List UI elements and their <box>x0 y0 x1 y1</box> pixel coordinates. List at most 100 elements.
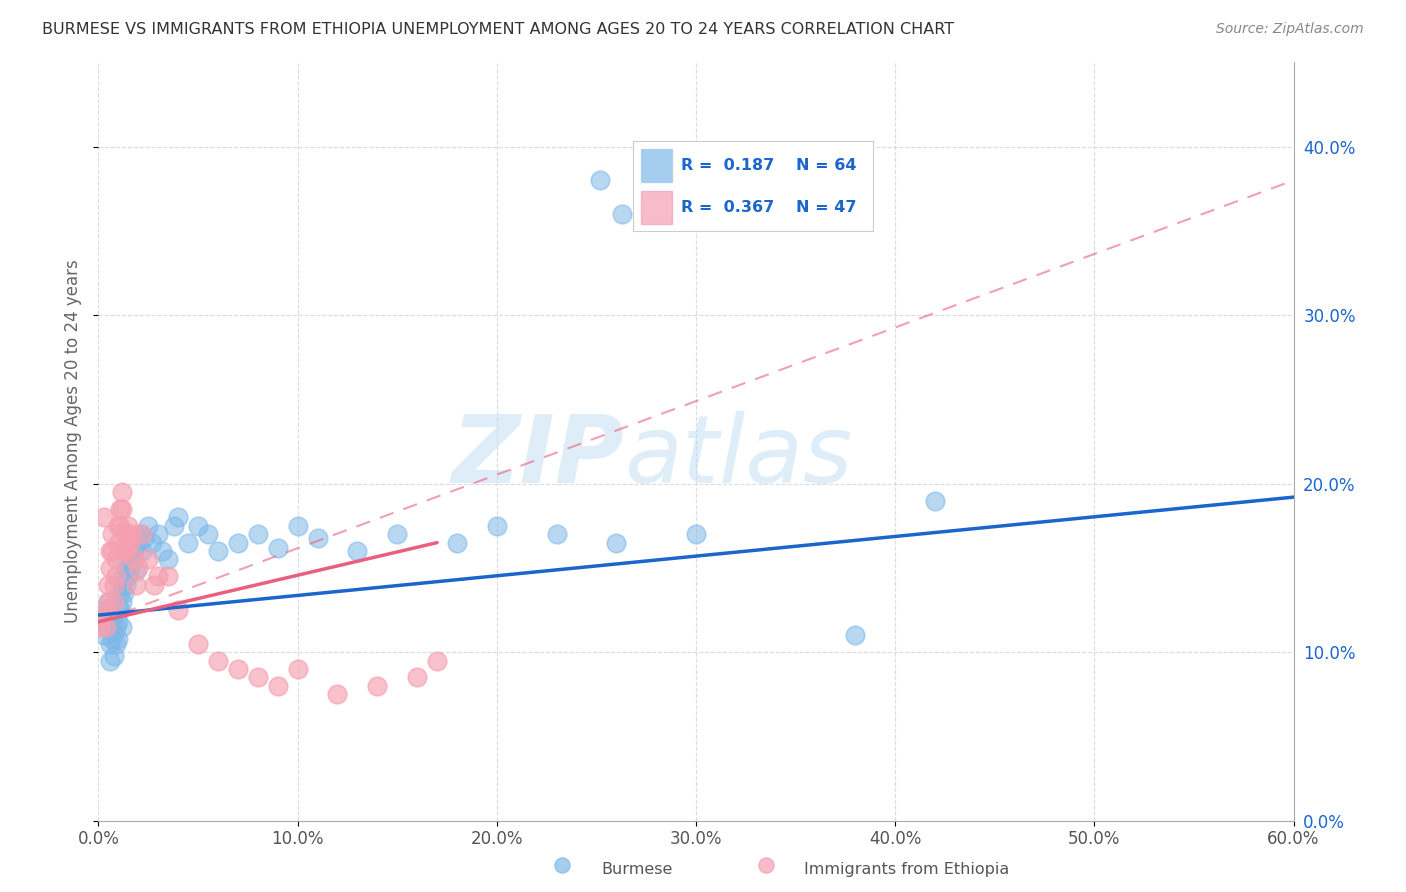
Point <box>127 561 149 575</box>
Point <box>150 544 173 558</box>
Point <box>131 544 153 558</box>
Point <box>107 615 129 629</box>
Point <box>110 603 132 617</box>
Point <box>844 628 866 642</box>
Text: R =  0.367: R = 0.367 <box>682 200 775 215</box>
Point <box>112 569 135 583</box>
Point <box>121 552 143 566</box>
Point <box>101 544 124 558</box>
Point <box>103 624 125 639</box>
Point <box>107 632 129 646</box>
Point <box>121 527 143 541</box>
Point <box>93 510 115 524</box>
Point <box>226 662 249 676</box>
Point <box>207 654 229 668</box>
Point <box>89 620 111 634</box>
Point <box>101 527 124 541</box>
Point <box>101 632 124 646</box>
Point <box>148 527 170 541</box>
Point <box>97 578 120 592</box>
Point <box>148 569 170 583</box>
Point <box>105 637 128 651</box>
Point <box>136 552 159 566</box>
Point <box>101 615 124 629</box>
Point <box>589 173 612 187</box>
Point <box>115 561 138 575</box>
Point <box>124 544 146 558</box>
Point <box>117 569 139 583</box>
Point <box>103 648 125 663</box>
FancyBboxPatch shape <box>641 150 672 182</box>
Point <box>131 527 153 541</box>
Y-axis label: Unemployment Among Ages 20 to 24 years: Unemployment Among Ages 20 to 24 years <box>65 260 83 624</box>
Point <box>167 603 190 617</box>
Point <box>124 552 146 566</box>
Point <box>105 552 128 566</box>
Point <box>115 578 138 592</box>
Point <box>105 569 128 583</box>
Text: N = 64: N = 64 <box>796 158 856 173</box>
Point <box>167 510 190 524</box>
Point <box>287 518 309 533</box>
Point <box>446 535 468 549</box>
Point <box>307 531 329 545</box>
Point <box>111 502 134 516</box>
Point <box>111 578 134 592</box>
Point <box>157 552 180 566</box>
Point <box>112 544 135 558</box>
Point <box>91 611 114 625</box>
Point <box>110 518 132 533</box>
Text: R =  0.187: R = 0.187 <box>682 158 775 173</box>
Point <box>105 620 128 634</box>
Point <box>127 535 149 549</box>
Point <box>107 518 129 533</box>
Point <box>110 502 132 516</box>
Point <box>267 679 290 693</box>
Point <box>406 670 429 684</box>
Point <box>685 527 707 541</box>
Point <box>107 535 129 549</box>
Point <box>111 620 134 634</box>
Point <box>93 628 115 642</box>
Point <box>115 527 138 541</box>
Point <box>157 569 180 583</box>
Point <box>187 637 209 651</box>
Point <box>98 637 122 651</box>
Text: Burmese: Burmese <box>602 863 673 877</box>
Point <box>103 594 125 608</box>
Point <box>98 544 122 558</box>
Point <box>143 578 166 592</box>
Point <box>125 578 148 592</box>
Point <box>117 535 139 549</box>
Text: ZIP: ZIP <box>451 410 624 503</box>
Text: Immigrants from Ethiopia: Immigrants from Ethiopia <box>804 863 1010 877</box>
Point <box>485 518 508 533</box>
Point <box>96 603 118 617</box>
FancyBboxPatch shape <box>641 192 672 224</box>
Text: atlas: atlas <box>624 411 852 502</box>
Point <box>120 544 142 558</box>
Point <box>103 578 125 592</box>
Point <box>755 858 778 872</box>
Point <box>246 527 269 541</box>
Text: Source: ZipAtlas.com: Source: ZipAtlas.com <box>1216 22 1364 37</box>
Point <box>125 564 148 578</box>
Point <box>551 858 574 872</box>
Text: BURMESE VS IMMIGRANTS FROM ETHIOPIA UNEMPLOYMENT AMONG AGES 20 TO 24 YEARS CORRE: BURMESE VS IMMIGRANTS FROM ETHIOPIA UNEM… <box>42 22 955 37</box>
Point <box>98 561 122 575</box>
Point <box>426 654 449 668</box>
Point <box>96 603 118 617</box>
Point <box>385 527 409 541</box>
Point <box>117 518 139 533</box>
Point <box>187 518 209 533</box>
Point <box>97 620 120 634</box>
Point <box>115 544 138 558</box>
Point <box>346 544 368 558</box>
Point <box>226 535 249 549</box>
Point <box>111 485 134 500</box>
Point <box>366 679 388 693</box>
Point <box>924 493 946 508</box>
Point <box>103 608 125 623</box>
Point <box>91 611 114 625</box>
Point <box>110 586 132 600</box>
